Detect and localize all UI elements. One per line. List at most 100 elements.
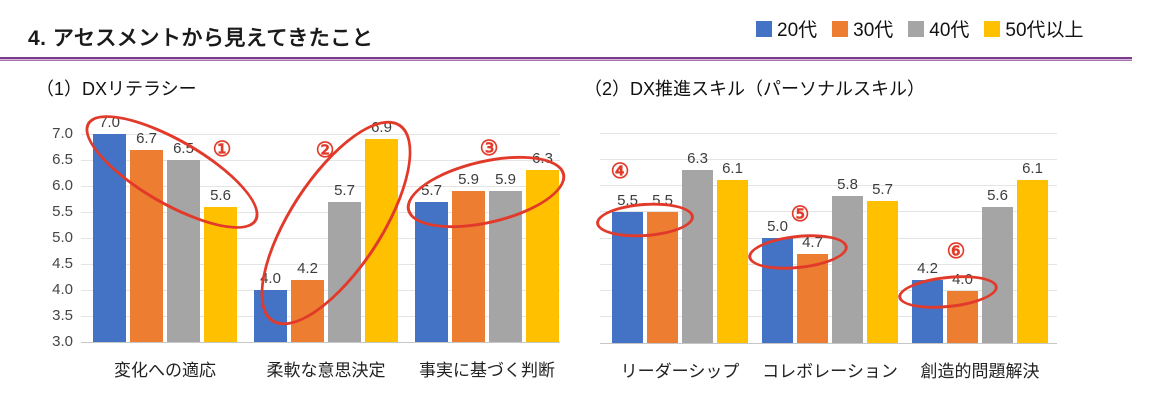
bar-50代以上 — [526, 170, 559, 342]
gridline — [600, 158, 1057, 160]
gridline — [81, 185, 560, 187]
bar-20代 — [612, 211, 643, 343]
y-axis-tick-label: 3.0 — [52, 333, 73, 350]
bar-50代以上 — [867, 201, 898, 343]
bar-40代 — [167, 160, 200, 342]
y-axis-tick-label: 6.5 — [52, 151, 73, 168]
bar-value-label: 6.5 — [173, 140, 194, 157]
bar-30代 — [797, 253, 828, 343]
annotation-number-label: ③ — [479, 137, 499, 160]
legend-item: 40代 — [908, 15, 969, 42]
legend-label: 40代 — [929, 20, 970, 41]
gridline — [81, 211, 560, 213]
legend-label: 20代 — [777, 20, 818, 41]
gridline — [600, 263, 1057, 265]
bar-30代 — [647, 211, 678, 343]
category-label: 変化への適応 — [114, 361, 216, 380]
bar-value-label: 6.3 — [687, 149, 708, 167]
gridline — [81, 341, 560, 343]
bar-value-label: 6.7 — [136, 129, 157, 147]
annotation-number-label: ④ — [610, 160, 630, 183]
legend-item: 20代 — [756, 15, 817, 42]
legend-swatch-icon — [832, 20, 849, 37]
bar-20代 — [254, 290, 287, 342]
y-axis-tick-label: 4.0 — [52, 281, 73, 298]
bar-value-label: 5.0 — [767, 218, 788, 235]
gridline — [81, 133, 560, 135]
legend-item: 30代 — [832, 15, 893, 42]
bar-40代 — [682, 169, 713, 343]
category-label: 創造的問題解決 — [920, 362, 1040, 381]
bar-value-label: 5.6 — [210, 186, 231, 204]
annotation-number-label: ⑤ — [790, 203, 810, 226]
legend-swatch-icon — [908, 20, 925, 37]
bar-20代 — [93, 134, 126, 342]
bar-value-label: 5.7 — [334, 181, 355, 199]
gridline — [600, 316, 1057, 318]
bar-value-label: 6.1 — [722, 160, 743, 178]
gridline — [600, 342, 1057, 344]
bar-value-label: 4.2 — [917, 260, 938, 277]
gridline — [81, 237, 560, 239]
bar-value-label: 5.5 — [652, 191, 673, 209]
category-label: コレボレーション — [762, 362, 898, 381]
bar-50代以上 — [717, 180, 748, 343]
bar-20代 — [762, 238, 793, 343]
bar-value-label: 4.0 — [952, 270, 973, 288]
bar-30代 — [291, 279, 324, 342]
gridline — [81, 263, 560, 265]
bar-value-label: 6.3 — [532, 150, 553, 168]
gridline — [81, 159, 560, 161]
chart-legend: 20代 30代 40代 50代以上 — [756, 15, 1084, 42]
category-label: 事実に基づく判断 — [419, 361, 555, 380]
page-title: 4. アセスメントから見えてきたこと — [28, 27, 374, 50]
legend-item: 50代以上 — [984, 15, 1084, 42]
gridline — [600, 211, 1057, 213]
category-label: リーダーシップ — [620, 362, 740, 381]
gridline — [600, 290, 1057, 291]
legend-label: 30代 — [853, 20, 894, 41]
title-underline — [0, 57, 1132, 61]
bar-50代以上 — [1017, 180, 1048, 343]
bar-50代以上 — [204, 206, 237, 342]
bar-value-label: 5.7 — [872, 181, 893, 199]
bar-value-label: 5.5 — [617, 191, 638, 209]
bar-40代 — [328, 201, 361, 342]
annotation-number-label: ⑥ — [946, 240, 966, 263]
chart1-title: （1）DXリテラシー — [36, 79, 197, 99]
gridline — [600, 237, 1057, 239]
bar-value-label: 7.0 — [99, 114, 120, 131]
bar-40代 — [832, 196, 863, 343]
annotation-number-label: ① — [212, 138, 232, 161]
legend-swatch-icon — [756, 20, 772, 37]
bar-50代以上 — [365, 139, 398, 342]
bar-value-label: 6.9 — [371, 119, 392, 137]
legend-label: 50代以上 — [1005, 20, 1084, 41]
gridline — [600, 185, 1057, 186]
bar-20代 — [415, 201, 448, 342]
bar-value-label: 5.9 — [458, 171, 479, 189]
bar-value-label: 5.8 — [837, 176, 858, 193]
bar-value-label: 4.0 — [260, 270, 281, 287]
y-axis-tick-label: 7.0 — [52, 125, 73, 142]
bar-30代 — [947, 290, 978, 343]
y-axis-tick-label: 3.5 — [52, 307, 73, 324]
bar-value-label: 5.7 — [421, 181, 442, 199]
bar-value-label: 6.1 — [1022, 160, 1043, 178]
y-axis-tick-label: 4.5 — [52, 255, 73, 272]
annotation-number-label: ② — [315, 139, 335, 162]
gridline — [600, 132, 1057, 134]
y-axis-tick-label: 6.0 — [52, 177, 73, 194]
bar-value-label: 4.2 — [297, 259, 318, 277]
bar-40代 — [982, 206, 1013, 343]
chart2-title: （2）DX推進スキル（パーソナルスキル） — [584, 79, 926, 99]
bar-value-label: 5.6 — [987, 186, 1008, 204]
y-axis-tick-label: 5.0 — [52, 229, 73, 246]
bar-value-label: 4.7 — [802, 233, 823, 251]
bar-30代 — [452, 191, 485, 342]
category-label: 柔軟な意思決定 — [266, 361, 386, 380]
bar-40代 — [489, 191, 522, 342]
y-axis-tick-label: 5.5 — [52, 203, 73, 220]
bar-20代 — [912, 280, 943, 343]
